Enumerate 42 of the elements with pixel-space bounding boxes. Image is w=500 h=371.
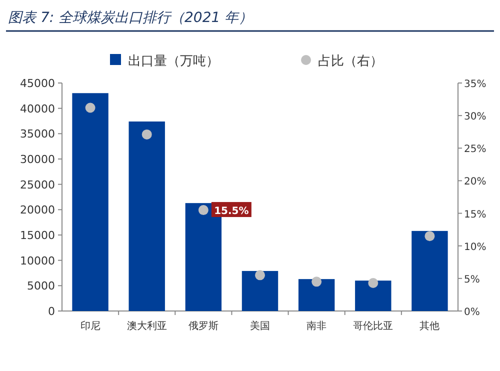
- point: [198, 205, 208, 216]
- bar: [72, 93, 108, 311]
- x-tick-label: 南非: [306, 320, 327, 332]
- y-tick-label: 35000: [20, 128, 55, 141]
- data-label: 15.5%: [214, 206, 249, 218]
- point: [255, 270, 265, 280]
- bar: [128, 122, 165, 311]
- y-tick-label: 0: [48, 305, 55, 318]
- y2-tick-label: 25%: [464, 144, 486, 156]
- chart-title: 图表 7: 全球煤炭出口排行（2021 年）: [8, 10, 253, 26]
- y2-tick-label: 5%: [464, 274, 480, 286]
- x-tick-label: 美国: [250, 320, 270, 332]
- point: [312, 276, 322, 287]
- y2-tick-label: 20%: [464, 176, 486, 188]
- y2-tick-label: 35%: [464, 79, 486, 90]
- bar: [412, 230, 448, 311]
- y-tick-label: 45000: [20, 77, 55, 90]
- bar: [298, 279, 335, 311]
- y-tick-label: 5000: [27, 280, 55, 293]
- y-tick-label: 30000: [20, 153, 55, 166]
- y-tick-label: 25000: [20, 178, 55, 192]
- x-tick-label: 俄罗斯: [188, 320, 218, 332]
- y-tick-label: 15000: [20, 229, 55, 242]
- x-tick-label: 其他: [420, 320, 440, 332]
- y-tick-label: 20000: [20, 204, 55, 217]
- bar: [242, 270, 278, 311]
- point: [85, 102, 96, 113]
- legend-label: 占比（右）: [318, 54, 383, 69]
- y2-tick-label: 10%: [464, 242, 486, 253]
- x-tick-label: 印尼: [80, 320, 100, 332]
- point: [142, 129, 152, 140]
- y-tick-label: 40000: [20, 102, 55, 116]
- legend-label: 出口量（万吨）: [128, 54, 219, 69]
- point: [424, 231, 435, 242]
- x-tick-label: 澳大利亚: [126, 320, 167, 332]
- y2-tick-label: 0%: [464, 307, 480, 318]
- point: [368, 278, 378, 288]
- y2-tick-label: 15%: [464, 209, 486, 220]
- y2-tick-label: 30%: [464, 112, 486, 123]
- y-tick-label: 10000: [20, 254, 55, 268]
- x-tick-label: 哥伦比亚: [353, 320, 394, 332]
- bar: [355, 280, 392, 311]
